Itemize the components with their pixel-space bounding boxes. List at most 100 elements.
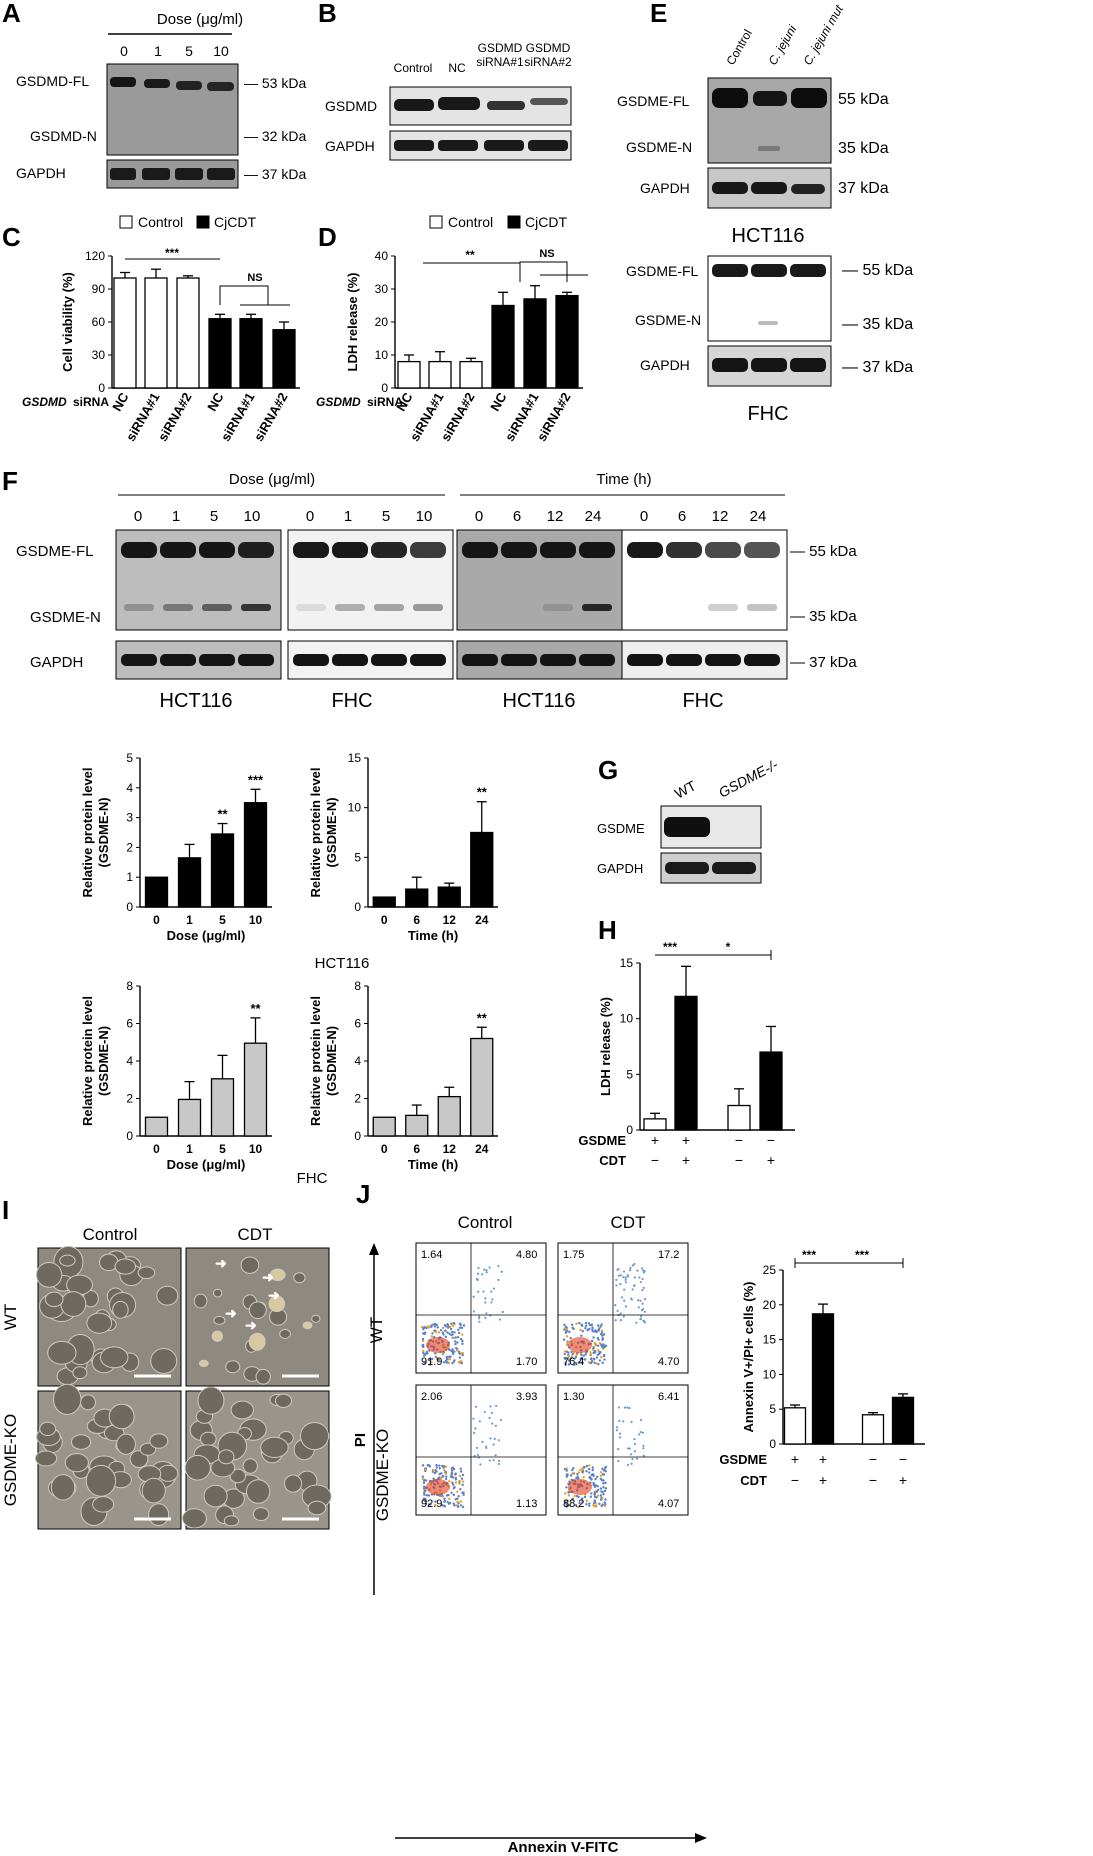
band-gapdh: [332, 654, 368, 666]
sign-label: +: [682, 1152, 690, 1168]
cell-shape: [34, 1450, 58, 1467]
flow-dot: [449, 1327, 453, 1331]
row-label: GSDME: [719, 1452, 767, 1467]
flow-density: [426, 1337, 450, 1353]
flow-dot: [438, 1472, 441, 1476]
x-axis-label: Dose (μg/ml): [167, 928, 246, 943]
legend-swatch: [507, 215, 521, 229]
flow-dot: [459, 1467, 462, 1470]
flow-dot: [485, 1269, 488, 1272]
flow-dot: [489, 1437, 492, 1440]
flow-col-0: Control: [458, 1213, 513, 1232]
flow-dot: [568, 1330, 571, 1334]
flow-dot: [642, 1271, 646, 1274]
cell-shape: [245, 1479, 271, 1504]
band-fl: [293, 542, 329, 558]
flow-dot: [451, 1348, 454, 1351]
flow-dot: [593, 1330, 596, 1333]
flow-dot: [592, 1504, 595, 1507]
flow-dot: [635, 1457, 639, 1460]
y-tick-label: 15: [620, 956, 634, 970]
bar: [674, 995, 698, 1131]
cell-shape: [307, 1500, 327, 1516]
quadrant-value: 2.06: [421, 1391, 442, 1403]
flow-dot: [425, 1350, 429, 1354]
flow-dot: [485, 1312, 488, 1315]
arrow-marker: ➜: [245, 1317, 257, 1333]
flow-dot: [643, 1297, 647, 1301]
flow-dot: [422, 1326, 426, 1329]
flow-dot: [599, 1351, 602, 1354]
flow-dot: [604, 1487, 608, 1490]
bar: [272, 329, 296, 389]
cell-shape: [279, 1328, 291, 1339]
legend-swatch: [429, 215, 443, 229]
flow-dot: [494, 1424, 497, 1427]
flow-dot: [641, 1307, 645, 1311]
flow-dot: [454, 1476, 457, 1480]
flow-dot: [434, 1469, 438, 1472]
flow-dot: [592, 1346, 595, 1350]
y-tick-label: 5: [626, 1067, 633, 1081]
band-gapdh: [501, 654, 537, 666]
blot-e-band: [712, 264, 748, 277]
flow-dot: [458, 1326, 462, 1329]
flow-dot: [481, 1273, 484, 1276]
flow-dot: [421, 1464, 425, 1467]
flow-dot: [421, 1339, 425, 1343]
flow-dot: [584, 1324, 588, 1328]
y-tick-label: 20: [375, 315, 389, 329]
band-n: [374, 604, 404, 611]
flow-dot: [435, 1463, 438, 1467]
flow-dot: [423, 1361, 426, 1365]
band-gapdh: [579, 654, 615, 666]
bar: [243, 1042, 268, 1137]
flow-dot: [617, 1460, 620, 1463]
micrograph-col-0: Control: [83, 1225, 138, 1244]
significance-bracket: [519, 261, 568, 282]
flow-dot: [599, 1474, 603, 1477]
bar: [177, 857, 202, 908]
flow-dot: [587, 1471, 591, 1474]
flow-dot: [603, 1501, 606, 1504]
x-tick-label: 6: [413, 1142, 420, 1156]
flow-dot: [461, 1483, 464, 1486]
row-label: GSDMD: [316, 395, 361, 409]
band-n: [124, 604, 154, 611]
y-tick-label: 25: [763, 1263, 777, 1277]
flow-dot: [571, 1468, 574, 1472]
flow-dot: [442, 1333, 445, 1336]
lane-label: 1: [344, 508, 352, 525]
row-label: GSDME: [578, 1133, 626, 1148]
band-gapdh: [371, 654, 407, 666]
blot-f-marker-1: — 35 kDa: [790, 608, 857, 625]
flow-dot: [604, 1481, 607, 1485]
flow-dot: [490, 1411, 493, 1414]
y-axis-label: (GSDME-N): [96, 797, 111, 867]
flow-dot: [425, 1494, 429, 1497]
x-tick-label: 5: [219, 913, 226, 927]
cell-shape: [47, 1340, 77, 1365]
significance-label: ***: [663, 940, 677, 954]
flow-dot: [591, 1329, 594, 1333]
flow-dot: [631, 1288, 634, 1291]
blot-g-band: [665, 862, 709, 874]
flow-dot: [643, 1310, 646, 1313]
flow-dot: [628, 1269, 632, 1272]
flow-dot: [473, 1454, 476, 1458]
y-tick-label: 3: [126, 811, 133, 825]
blot-a-band: [207, 82, 234, 91]
flow-dot: [565, 1335, 569, 1338]
sign-label: +: [767, 1152, 775, 1168]
flow-row-1: GSDME-KO: [373, 1429, 392, 1522]
bar: [811, 1313, 835, 1445]
flow-dot: [604, 1466, 607, 1470]
blot-g: WT GSDME-/- GSDME GAPDH: [597, 756, 781, 884]
flow-dot: [427, 1494, 431, 1497]
band-fl: [540, 542, 576, 558]
sign-label: −: [899, 1451, 907, 1467]
flow-dot: [444, 1325, 447, 1328]
blot-e-lane-0: Control: [723, 27, 754, 68]
flow-dot: [441, 1475, 444, 1478]
